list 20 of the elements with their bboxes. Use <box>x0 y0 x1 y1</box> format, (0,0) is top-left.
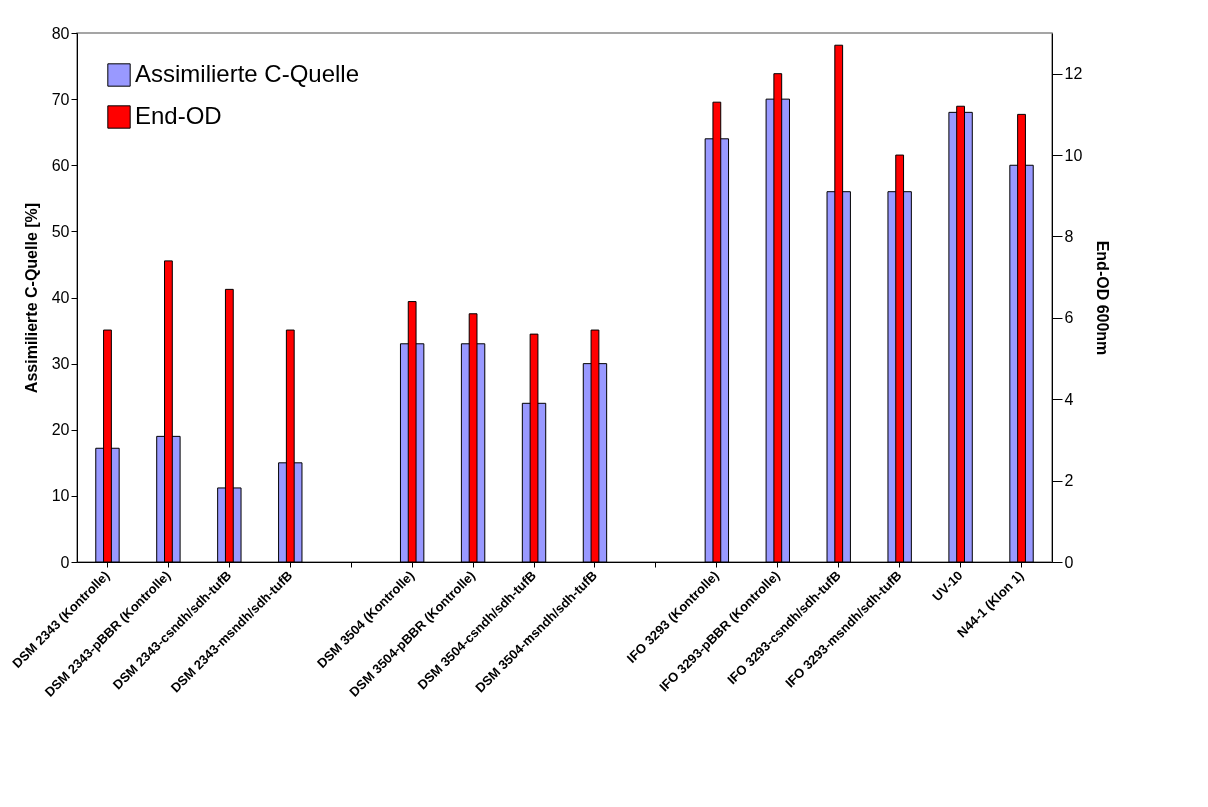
y2-tick-label: 0 <box>1064 553 1074 571</box>
y-tick-label: 10 <box>51 487 70 505</box>
y2-tick-label: 2 <box>1064 472 1074 490</box>
y-tick-label: 80 <box>51 24 70 42</box>
y2-tick-label: 10 <box>1064 146 1083 164</box>
y-tick-label: 30 <box>51 355 70 373</box>
y-tick-label: 50 <box>51 222 70 240</box>
y-tick-label: 70 <box>51 90 70 108</box>
legend-label: End-OD <box>135 102 222 129</box>
y-tick-label: 0 <box>60 553 70 571</box>
y2-tick-label: 12 <box>1064 65 1083 83</box>
y-axis-title: Assimilierte C-Quelle [%] <box>22 202 40 394</box>
y2-tick-label: 6 <box>1064 309 1074 327</box>
y-tick-label: 40 <box>51 289 70 306</box>
y-tick-label: 60 <box>51 156 70 174</box>
y2-axis-title: End-OD 600nm <box>1094 240 1112 356</box>
y2-tick-label: 4 <box>1064 390 1074 408</box>
y-tick-label: 20 <box>51 421 70 439</box>
legend-label: Assimilierte C-Quelle <box>135 60 360 87</box>
y2-tick-label: 8 <box>1064 227 1074 245</box>
